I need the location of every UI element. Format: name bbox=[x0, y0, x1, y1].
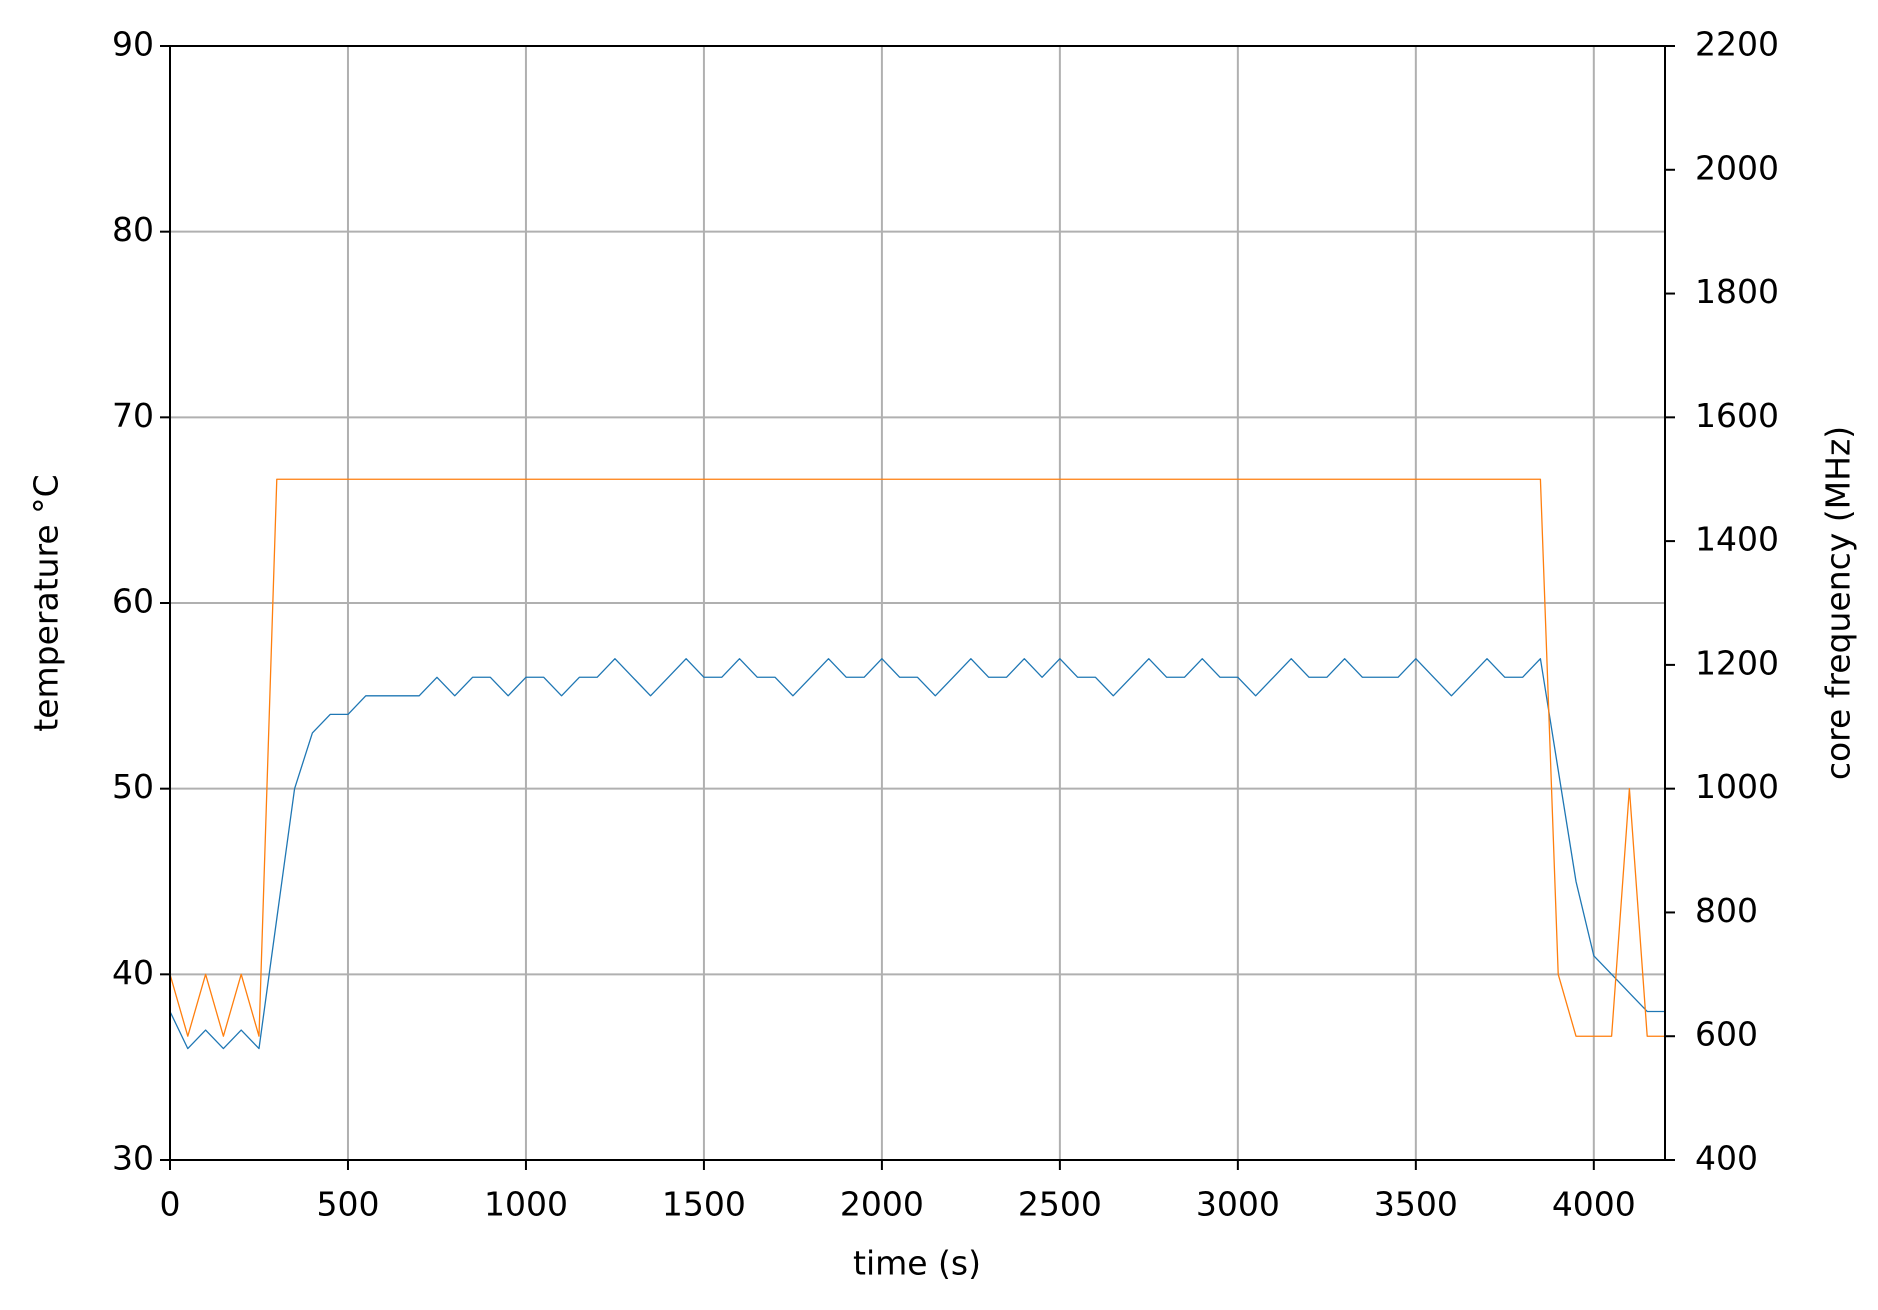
x-tick-label: 3000 bbox=[1196, 1185, 1280, 1224]
y2-tick-label: 1600 bbox=[1695, 396, 1779, 435]
data-line bbox=[169, 478, 1665, 1037]
y2-tick-label: 1400 bbox=[1695, 520, 1779, 559]
y2-tick-label: 1800 bbox=[1695, 272, 1779, 311]
x-tick-label: 4000 bbox=[1552, 1185, 1636, 1224]
y-tick-label: 90 bbox=[112, 25, 154, 64]
y-tick-label: 80 bbox=[112, 210, 154, 249]
y-axis-label: temperature °C bbox=[27, 474, 66, 731]
x-tick-label: 1000 bbox=[484, 1185, 568, 1224]
data-line bbox=[169, 658, 1665, 1050]
y2-tick-label: 400 bbox=[1695, 1139, 1758, 1178]
y2-tick-label: 2200 bbox=[1695, 25, 1779, 64]
y-tick-label: 70 bbox=[112, 396, 154, 435]
y2-tick-label: 600 bbox=[1695, 1015, 1758, 1054]
y2-axis-label: core frequency (MHz) bbox=[1819, 426, 1858, 780]
x-tick-label: 2000 bbox=[840, 1185, 924, 1224]
x-tick-label: 1500 bbox=[662, 1185, 746, 1224]
y2-tick-label: 1000 bbox=[1695, 767, 1779, 806]
y2-tick-label: 1200 bbox=[1695, 643, 1779, 682]
y2-tick-label: 2000 bbox=[1695, 148, 1779, 187]
y2-tick-label: 800 bbox=[1695, 891, 1758, 930]
y-tick-label: 40 bbox=[112, 953, 154, 992]
y-tick-label: 60 bbox=[112, 582, 154, 621]
x-axis-label: time (s) bbox=[853, 1244, 981, 1283]
x-tick-label: 2500 bbox=[1018, 1185, 1102, 1224]
plot-frame bbox=[169, 45, 1666, 1161]
x-tick-label: 500 bbox=[316, 1185, 379, 1224]
x-tick-label: 0 bbox=[160, 1185, 181, 1224]
x-tick-label: 3500 bbox=[1374, 1185, 1458, 1224]
y-tick-label: 50 bbox=[112, 767, 154, 806]
y-tick-label: 30 bbox=[112, 1139, 154, 1178]
